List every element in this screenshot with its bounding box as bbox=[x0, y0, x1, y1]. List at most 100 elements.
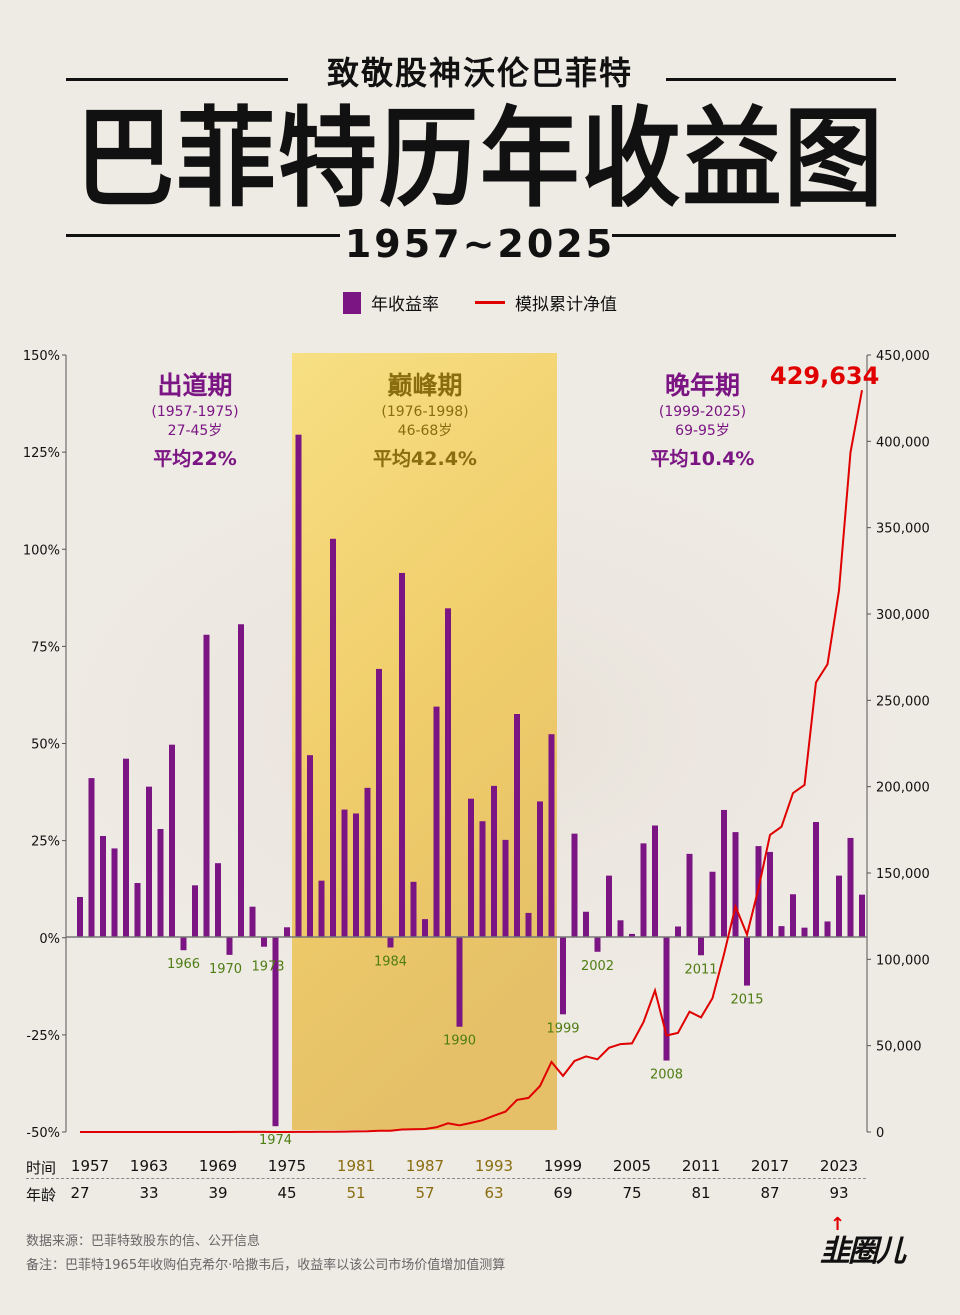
data-note: 备注：巴菲特1965年收购伯克希尔·哈撒韦后，收益率以该公司市场价值增加值测算 bbox=[26, 1258, 506, 1273]
bar-1967 bbox=[192, 885, 198, 937]
period-peak-name: 巅峰期 bbox=[387, 371, 463, 400]
period-peak-age: 46-68岁 bbox=[397, 423, 453, 439]
right-axis-tick: 350,000 bbox=[876, 522, 930, 537]
bar-2015 bbox=[744, 937, 750, 986]
x-tick-year: 1969 bbox=[198, 1157, 238, 1175]
right-axis-tick: 450,000 bbox=[876, 349, 930, 364]
bar-2021 bbox=[813, 822, 819, 937]
bar-2022 bbox=[824, 921, 831, 937]
x-tick-year: 1999 bbox=[543, 1157, 583, 1175]
period-late: 晚年期 (1999-2025) 69-95岁 平均10.4% bbox=[625, 366, 780, 471]
x-tick-year: 1957 bbox=[70, 1157, 110, 1175]
bar-1969 bbox=[215, 863, 221, 937]
bar-1998 bbox=[548, 734, 555, 937]
data-source: 数据来源：巴菲特致股东的信、公开信息 bbox=[26, 1234, 261, 1249]
bar-1963 bbox=[146, 786, 152, 937]
left-axis-tick: 50% bbox=[31, 738, 60, 753]
bar-2003 bbox=[606, 875, 612, 937]
bar-2010 bbox=[686, 853, 693, 937]
x-tick-age: 33 bbox=[139, 1184, 159, 1202]
x-tick-year: 2017 bbox=[750, 1157, 790, 1175]
bar-1980 bbox=[341, 809, 348, 937]
right-axis-tick: 150,000 bbox=[876, 867, 930, 882]
bar-1978 bbox=[318, 880, 325, 937]
left-axis-tick: 100% bbox=[23, 543, 60, 558]
bar-2017 bbox=[767, 851, 773, 937]
bar-1965 bbox=[169, 744, 175, 937]
bar-1995 bbox=[514, 714, 520, 937]
period-early-age: 27-45岁 bbox=[167, 423, 223, 439]
final-value-label: 429,634 bbox=[770, 362, 880, 390]
negative-year-label: 1973 bbox=[251, 960, 284, 975]
right-axis: 450,000 400,000 350,000 300,000 250,000 200,0… bbox=[866, 349, 930, 1141]
period-late-age: 69-95岁 bbox=[675, 423, 730, 439]
bar-2024 bbox=[847, 837, 854, 937]
x-tick-age: 45 bbox=[277, 1184, 297, 1202]
logo-arrow-icon: ↑ bbox=[830, 1214, 845, 1235]
legend: 年收益率 模拟累计净值 bbox=[0, 290, 960, 315]
period-early-range: (1957-1975) bbox=[151, 404, 239, 420]
bar-2008 bbox=[663, 937, 670, 1061]
bar-2019 bbox=[790, 894, 796, 937]
x-tick-age: 57 bbox=[415, 1184, 435, 1202]
bar-1999 bbox=[560, 937, 566, 1015]
bar-2005 bbox=[629, 933, 635, 937]
x-tick-year: 2023 bbox=[819, 1157, 859, 1175]
left-axis-tick: -25% bbox=[26, 1029, 60, 1044]
right-axis-tick: 100,000 bbox=[876, 953, 930, 968]
peak-period-band bbox=[292, 353, 557, 1130]
bar-1983 bbox=[376, 668, 382, 937]
bar-2023 bbox=[836, 875, 842, 937]
bar-1971 bbox=[238, 624, 244, 937]
right-axis-tick: 250,000 bbox=[876, 694, 930, 709]
x-tick-age: 63 bbox=[484, 1184, 504, 1202]
negative-year-label: 2015 bbox=[730, 993, 763, 1008]
negative-year-label: 1966 bbox=[167, 957, 200, 972]
bar-1977 bbox=[307, 755, 313, 937]
bar-1985 bbox=[399, 572, 405, 937]
bar-1972 bbox=[249, 906, 256, 937]
bar-1973 bbox=[261, 937, 267, 947]
bar-1993 bbox=[491, 785, 497, 937]
x-tick-year: 2011 bbox=[681, 1157, 721, 1175]
negative-year-label: 2008 bbox=[650, 1068, 683, 1083]
axis-row-divider bbox=[26, 1178, 866, 1179]
period-peak-range: (1976-1998) bbox=[381, 404, 469, 420]
chart-title: 巴菲特历年收益图 bbox=[75, 97, 885, 222]
legend-item-bar: 年收益率 bbox=[343, 290, 439, 315]
x-tick-age: 81 bbox=[691, 1184, 711, 1202]
legend-line-label: 模拟累计净值 bbox=[515, 295, 617, 315]
brand-logo: ↑ 韭圈儿 bbox=[820, 1214, 906, 1270]
legend-bar-swatch bbox=[343, 291, 361, 314]
period-late-name: 晚年期 bbox=[664, 371, 740, 400]
bar-1986 bbox=[410, 881, 417, 937]
bar-1957 bbox=[77, 896, 83, 937]
negative-year-label: 1974 bbox=[259, 1133, 292, 1148]
right-axis-tick: 50,000 bbox=[876, 1040, 922, 1055]
bar-1960 bbox=[111, 848, 118, 937]
bar-2025 bbox=[859, 894, 865, 937]
bar-1962 bbox=[134, 882, 141, 937]
year-range: 1957~2025 bbox=[344, 222, 616, 266]
bar-1996 bbox=[525, 912, 532, 937]
bar-1994 bbox=[502, 839, 509, 937]
bar-1976 bbox=[295, 434, 302, 937]
subtitle-rule-left bbox=[66, 78, 288, 81]
chart-area: 150%125%100%75%50%25%0%-25%-50% 450,0004… bbox=[10, 349, 950, 1148]
subtitle-rule-right bbox=[666, 78, 896, 81]
bar-2004 bbox=[617, 920, 624, 937]
bar-1979 bbox=[330, 538, 336, 937]
x-tick-year: 1987 bbox=[405, 1157, 445, 1175]
bar-1974 bbox=[272, 937, 279, 1127]
left-axis-tick: -50% bbox=[26, 1126, 60, 1141]
x-tick-age: 69 bbox=[553, 1184, 573, 1202]
bar-1964 bbox=[157, 828, 164, 937]
bar-1982 bbox=[364, 787, 371, 937]
bar-1975 bbox=[284, 927, 290, 937]
bar-2009 bbox=[675, 926, 681, 937]
age-row-label: 年龄 bbox=[26, 1186, 57, 1204]
bar-2018 bbox=[778, 926, 785, 937]
bar-1970 bbox=[226, 937, 233, 955]
x-tick-year: 1981 bbox=[336, 1157, 376, 1175]
period-peak: 巅峰期 (1976-1998) 46-68岁 平均42.4% bbox=[350, 366, 500, 471]
